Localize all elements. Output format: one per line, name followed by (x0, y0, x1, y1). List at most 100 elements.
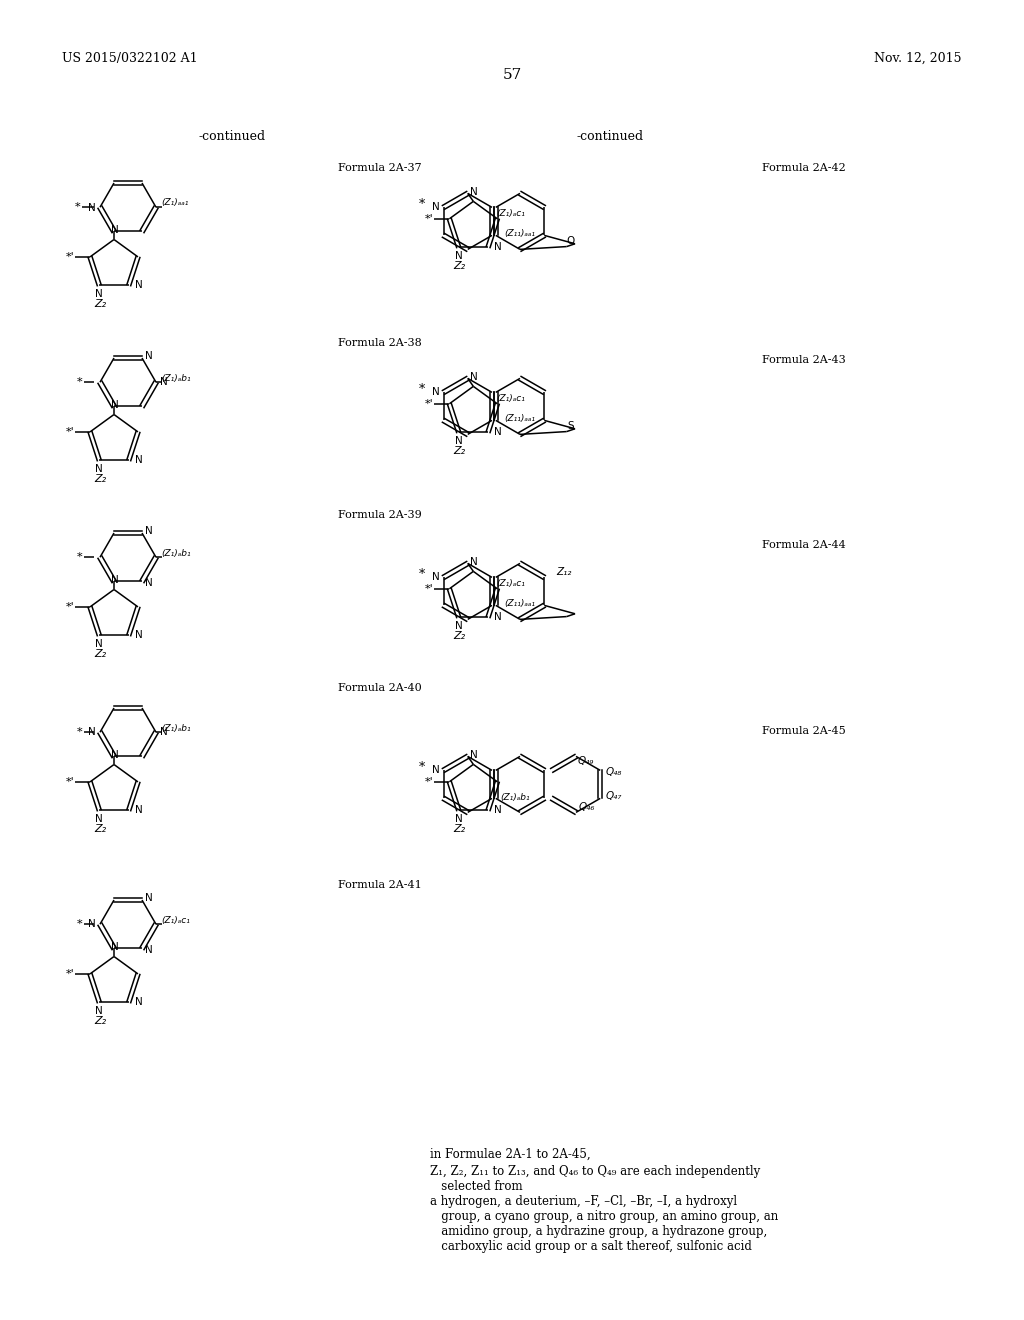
Text: (Z₁)ₐc₁: (Z₁)ₐc₁ (161, 916, 189, 925)
Text: Z₂: Z₂ (94, 824, 106, 834)
Text: *': *' (66, 969, 75, 979)
Text: -continued: -continued (199, 129, 265, 143)
Text: carboxylic acid group or a salt thereof, sulfonic acid: carboxylic acid group or a salt thereof,… (430, 1239, 752, 1253)
Text: Q₄₉: Q₄₉ (578, 756, 594, 767)
Text: Formula 2A-37: Formula 2A-37 (338, 162, 422, 173)
Text: Formula 2A-41: Formula 2A-41 (338, 880, 422, 890)
Text: Formula 2A-45: Formula 2A-45 (762, 726, 846, 737)
Text: Z₂: Z₂ (94, 474, 106, 484)
Text: (Z₁)ₐb₁: (Z₁)ₐb₁ (161, 723, 190, 733)
Text: Q₄₆: Q₄₆ (579, 803, 595, 812)
Text: (Z₁)ₐb₁: (Z₁)ₐb₁ (500, 793, 529, 801)
Text: *': *' (66, 777, 75, 787)
Text: a hydrogen, a deuterium, –F, –Cl, –Br, –I, a hydroxyl: a hydrogen, a deuterium, –F, –Cl, –Br, –… (430, 1195, 737, 1208)
Text: N: N (112, 942, 119, 953)
Text: N: N (95, 814, 103, 824)
Text: N: N (135, 630, 142, 640)
Text: (Z₁₁)ₐₐ₁: (Z₁₁)ₐₐ₁ (505, 228, 536, 238)
Text: Formula 2A-39: Formula 2A-39 (338, 510, 422, 520)
Text: N: N (455, 814, 463, 824)
Text: *: * (77, 919, 83, 929)
Text: N: N (160, 727, 168, 738)
Text: N: N (495, 242, 502, 252)
Text: N: N (432, 387, 439, 397)
Text: N: N (135, 997, 142, 1007)
Text: N: N (135, 455, 142, 465)
Text: *': *' (425, 776, 434, 787)
Text: (Z₁)ₐb₁: (Z₁)ₐb₁ (161, 549, 190, 558)
Text: Q₄₈: Q₄₈ (605, 767, 622, 777)
Text: N: N (95, 289, 103, 300)
Text: selected from: selected from (430, 1180, 522, 1193)
Text: N: N (432, 202, 439, 213)
Text: *': *' (66, 426, 75, 437)
Text: (Z₁₁)ₐₐ₁: (Z₁₁)ₐₐ₁ (505, 414, 536, 422)
Text: N: N (88, 727, 96, 738)
Text: (Z₁)ₐc₁: (Z₁)ₐc₁ (496, 209, 525, 218)
Text: N: N (455, 620, 463, 631)
Text: N: N (145, 945, 153, 956)
Text: Formula 2A-38: Formula 2A-38 (338, 338, 422, 348)
Text: in Formulae 2A-1 to 2A-45,: in Formulae 2A-1 to 2A-45, (430, 1148, 591, 1162)
Text: (Z₁)ₐc₁: (Z₁)ₐc₁ (496, 393, 525, 403)
Text: Formula 2A-42: Formula 2A-42 (762, 162, 846, 173)
Text: *: * (77, 378, 83, 387)
Text: Z₂: Z₂ (454, 824, 466, 834)
Text: N: N (495, 805, 502, 814)
Text: 57: 57 (503, 69, 521, 82)
Text: N: N (495, 612, 502, 622)
Text: (Z₁)ₐb₁: (Z₁)ₐb₁ (161, 374, 190, 383)
Text: amidino group, a hydrazine group, a hydrazone group,: amidino group, a hydrazine group, a hydr… (430, 1225, 767, 1238)
Text: N: N (470, 557, 478, 568)
Text: N: N (145, 351, 153, 360)
Text: N: N (145, 525, 153, 536)
Text: *: * (77, 552, 83, 562)
Text: *: * (419, 383, 425, 396)
Text: *': *' (425, 214, 434, 224)
Text: *': *' (425, 399, 434, 409)
Text: O: O (566, 236, 574, 246)
Text: Z₂: Z₂ (94, 1016, 106, 1026)
Text: *': *' (425, 583, 434, 594)
Text: Z₂: Z₂ (94, 300, 106, 309)
Text: Q₄₇: Q₄₇ (605, 792, 622, 801)
Text: S: S (567, 421, 574, 432)
Text: N: N (145, 578, 153, 589)
Text: N: N (470, 187, 478, 198)
Text: Z₂: Z₂ (94, 649, 106, 659)
Text: Formula 2A-40: Formula 2A-40 (338, 682, 422, 693)
Text: *: * (419, 198, 425, 211)
Text: N: N (135, 280, 142, 290)
Text: (Z₁)ₐc₁: (Z₁)ₐc₁ (496, 579, 525, 587)
Text: N: N (135, 805, 142, 814)
Text: Formula 2A-43: Formula 2A-43 (762, 355, 846, 366)
Text: Formula 2A-44: Formula 2A-44 (762, 540, 846, 550)
Text: *': *' (66, 252, 75, 261)
Text: N: N (95, 1006, 103, 1016)
Text: group, a cyano group, a nitro group, an amino group, an: group, a cyano group, a nitro group, an … (430, 1210, 778, 1224)
Text: N: N (145, 894, 153, 903)
Text: Z₂: Z₂ (454, 261, 466, 271)
Text: N: N (88, 919, 96, 929)
Text: N: N (470, 372, 478, 383)
Text: Z₂: Z₂ (454, 631, 466, 642)
Text: Z₁₂: Z₁₂ (556, 568, 571, 577)
Text: *: * (77, 727, 83, 738)
Text: N: N (88, 203, 96, 214)
Text: *: * (75, 202, 81, 213)
Text: *: * (419, 760, 425, 774)
Text: N: N (112, 751, 119, 760)
Text: N: N (95, 465, 103, 474)
Text: US 2015/0322102 A1: US 2015/0322102 A1 (62, 51, 198, 65)
Text: N: N (455, 251, 463, 261)
Text: N: N (112, 226, 119, 235)
Text: N: N (470, 750, 478, 760)
Text: N: N (432, 573, 439, 582)
Text: (Z₁₁)ₐₐ₁: (Z₁₁)ₐₐ₁ (505, 599, 536, 609)
Text: *': *' (66, 602, 75, 612)
Text: -continued: -continued (577, 129, 643, 143)
Text: N: N (455, 436, 463, 446)
Text: *: * (419, 568, 425, 581)
Text: (Z₁)ₐₐ₁: (Z₁)ₐₐ₁ (161, 198, 188, 207)
Text: N: N (112, 400, 119, 411)
